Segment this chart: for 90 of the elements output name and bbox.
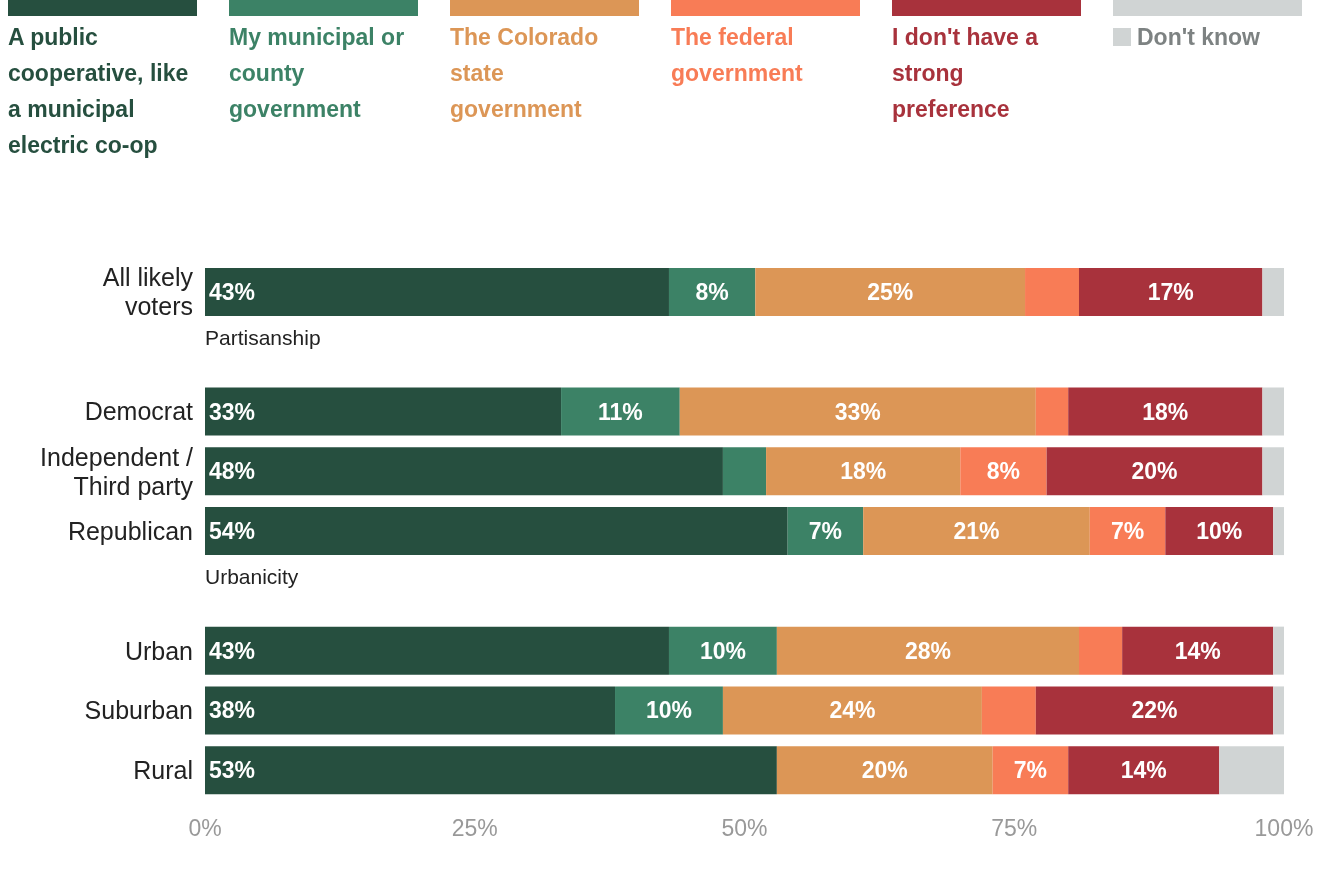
bar xyxy=(1068,387,1263,436)
data-label: 17% xyxy=(1147,278,1194,305)
bar xyxy=(1078,626,1123,675)
bar xyxy=(1273,507,1284,556)
bar xyxy=(776,746,993,795)
data-label: 7% xyxy=(808,518,843,545)
data-label: 11% xyxy=(598,398,643,425)
y-tick-label: Urbanicity xyxy=(205,565,299,589)
bar xyxy=(981,686,1036,735)
data-label: 48% xyxy=(209,458,256,485)
bar xyxy=(1165,507,1274,556)
bar xyxy=(1025,267,1079,316)
bar xyxy=(992,746,1069,795)
text: I don't have a strong preference xyxy=(892,23,1040,124)
data-label: 43% xyxy=(209,278,256,305)
data-label: 33% xyxy=(834,398,881,425)
bar xyxy=(205,387,562,436)
data-label: 14% xyxy=(1120,757,1167,784)
y-tick-label: Urban xyxy=(124,636,193,665)
data-label: 10% xyxy=(699,637,746,664)
bar xyxy=(668,267,756,316)
data-label: 43% xyxy=(209,637,256,664)
data-label: 20% xyxy=(1131,458,1178,485)
bar xyxy=(205,507,788,556)
bar xyxy=(1262,447,1284,496)
bar xyxy=(205,626,669,675)
bar xyxy=(787,507,864,556)
bar xyxy=(668,626,777,675)
data-label: 33% xyxy=(209,398,256,425)
text: My municipal or county government xyxy=(229,23,406,124)
y-tick-label: Partisanship xyxy=(205,326,321,350)
bar xyxy=(205,686,616,735)
x-tick-label: 25% xyxy=(451,815,498,842)
bar xyxy=(766,447,961,496)
bar xyxy=(561,387,680,436)
y-tick-label: Rural xyxy=(133,756,193,785)
bar xyxy=(960,447,1047,496)
data-label: 53% xyxy=(209,757,256,784)
data-label: 10% xyxy=(645,697,692,724)
data-label: 22% xyxy=(1131,697,1178,724)
bar xyxy=(722,686,982,735)
data-label: 8% xyxy=(695,278,729,305)
y-tick-label: Democrat xyxy=(84,397,194,426)
x-tick-label: 50% xyxy=(721,815,768,842)
bar xyxy=(1262,267,1284,316)
data-label: 10% xyxy=(1196,518,1243,545)
legend-label: Don't know xyxy=(1137,23,1261,52)
y-tick-label: Independent / Third party xyxy=(40,442,194,500)
data-label: 25% xyxy=(867,278,914,305)
data-label: 20% xyxy=(861,757,908,784)
data-label: 21% xyxy=(953,518,1000,545)
data-label: 54% xyxy=(209,518,256,545)
bar xyxy=(1078,267,1263,316)
y-tick-label: Suburban xyxy=(84,696,193,725)
data-label: 7% xyxy=(1013,757,1048,784)
bar xyxy=(1068,746,1220,795)
bar xyxy=(679,387,1036,436)
x-tick-label: 100% xyxy=(1254,815,1314,842)
bar xyxy=(1035,387,1069,436)
bar xyxy=(1273,626,1284,675)
y-tick-label: Republican xyxy=(67,517,193,545)
bar xyxy=(205,447,723,496)
bar xyxy=(722,447,767,496)
data-label: 14% xyxy=(1174,637,1221,664)
x-tick-label: 0% xyxy=(188,815,222,842)
data-label: 28% xyxy=(904,637,951,664)
bar xyxy=(776,626,1079,675)
bar xyxy=(615,686,723,735)
data-label: 8% xyxy=(986,458,1021,485)
data-label: 38% xyxy=(209,697,256,724)
x-tick-label: 75% xyxy=(991,815,1038,842)
bar xyxy=(1219,746,1284,795)
bar xyxy=(1046,447,1263,496)
bar xyxy=(1089,507,1166,556)
bar xyxy=(755,267,1026,316)
bar xyxy=(1262,387,1284,436)
data-label: 18% xyxy=(1142,398,1189,425)
bar xyxy=(1035,686,1274,735)
y-tick-label: All likely voters xyxy=(102,263,194,321)
bar xyxy=(205,267,669,316)
text: A public cooperative, like a municipal electric co-op xyxy=(8,23,190,160)
bar xyxy=(205,746,777,795)
bar xyxy=(1273,686,1284,735)
data-label: 18% xyxy=(840,458,887,485)
data-label: 24% xyxy=(829,697,876,724)
data-label: 7% xyxy=(1110,518,1145,545)
text: The federal government xyxy=(671,23,804,88)
bar xyxy=(863,507,1090,556)
bar xyxy=(1122,626,1274,675)
text: The Colorado state government xyxy=(450,23,600,124)
